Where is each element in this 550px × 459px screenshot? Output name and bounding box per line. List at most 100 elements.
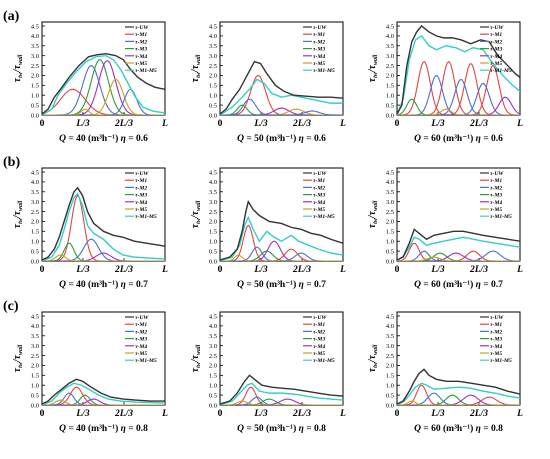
x-tick-label: 0 xyxy=(218,265,223,275)
y-axis-label: τtw/τwall xyxy=(12,54,24,82)
y-tick-label: 0.0 xyxy=(31,112,39,119)
series-m1-line xyxy=(397,250,520,261)
y-tick-label: 0.5 xyxy=(209,248,217,255)
y-tick-label: 3.5 xyxy=(386,333,394,340)
y-tick-label: 3.5 xyxy=(31,333,39,340)
row-label-0: (a) xyxy=(3,9,20,24)
y-tick-label: 4.0 xyxy=(386,33,394,40)
series-m2-line xyxy=(42,88,165,115)
series-m1-line xyxy=(220,74,343,115)
x-tick-label: 2L/3 xyxy=(469,265,488,275)
panel-4: 0.0 0.5 1.0 1.5 2.0 2.5 3.0 3.5 4.0 4.5 0 L/3 2L/3 Lτ… xyxy=(12,167,168,290)
legend-entry: τ-M3 xyxy=(313,47,325,53)
y-tick-label: 1.5 xyxy=(31,83,39,90)
series-uw-line xyxy=(220,374,343,405)
legend-entry: τ-M3 xyxy=(490,193,502,199)
legend-entry: τ-UW xyxy=(490,171,504,177)
y-tick-label: 0.0 xyxy=(386,112,394,119)
legend-entry: τ-M2 xyxy=(135,329,147,335)
legend-entry: τ-M5 xyxy=(490,351,502,357)
legend-entry: τ-M5 xyxy=(313,351,325,357)
legend-entry: τ-M1 xyxy=(490,322,502,328)
series-m1-line xyxy=(220,224,343,261)
y-tick-label: 0.0 xyxy=(31,402,39,409)
row-label-1: (b) xyxy=(3,155,20,170)
series-m1-m5-line xyxy=(397,236,520,261)
legend-entry: τ-M4 xyxy=(490,200,502,206)
y-tick-label: 2.5 xyxy=(31,63,39,70)
legend-entry: τ-M1-M5 xyxy=(490,214,512,220)
series-m3-line xyxy=(397,394,520,405)
series-m5-line xyxy=(220,108,343,115)
x-tick-label: L xyxy=(161,265,168,275)
x-tick-label: L/3 xyxy=(253,119,267,129)
y-axis-label: τtw/τwall xyxy=(367,200,379,228)
legend-entry: τ-M5 xyxy=(135,61,147,67)
x-tick-label: L xyxy=(516,409,523,419)
panel-caption: Q = 60 (m³h⁻¹) η = 0.7 xyxy=(414,279,503,290)
legend-entry: τ-M3 xyxy=(490,337,502,343)
y-tick-label: 4.5 xyxy=(31,23,39,30)
x-tick-label: L/3 xyxy=(430,119,444,129)
y-tick-label: 3.5 xyxy=(386,43,394,50)
legend-entry: τ-M2 xyxy=(313,185,325,191)
x-tick-label: L/3 xyxy=(430,265,444,275)
legend-entry: τ-M4 xyxy=(490,54,502,60)
series-m1-m5-line xyxy=(42,54,165,115)
panel-2: 0.0 0.5 1.0 1.5 2.0 2.5 3.0 3.5 4.0 4.5 0 L/3 2L/3 Lτ… xyxy=(190,21,346,144)
y-tick-label: 1.0 xyxy=(31,383,39,390)
y-tick-label: 4.0 xyxy=(31,323,39,330)
y-tick-label: 4.0 xyxy=(31,33,39,40)
y-axis-label: τtw/τwall xyxy=(12,200,24,228)
y-tick-label: 0.5 xyxy=(31,248,39,255)
legend-entry: τ-M2 xyxy=(490,185,502,191)
y-tick-label: 0.5 xyxy=(386,102,394,109)
legend-entry: τ-UW xyxy=(313,171,327,177)
y-axis-label: τtw/τwall xyxy=(190,344,202,372)
x-tick-label: 0 xyxy=(218,409,223,419)
legend-entry: τ-M4 xyxy=(313,344,325,350)
legend-entry: τ-UW xyxy=(313,25,327,31)
series-m4-line xyxy=(397,252,520,261)
legend-entry: τ-UW xyxy=(490,315,504,321)
series-m3-line xyxy=(42,242,165,261)
y-tick-label: 4.5 xyxy=(209,23,217,30)
y-tick-label: 0.5 xyxy=(386,248,394,255)
panel-caption: Q = 50 (m³h⁻¹) η = 0.8 xyxy=(237,423,326,434)
y-tick-label: 2.0 xyxy=(386,73,394,80)
plot-area xyxy=(220,199,343,261)
legend-entry: τ-M1-M5 xyxy=(490,68,512,74)
y-tick-label: 1.0 xyxy=(31,93,39,100)
series-m4-line xyxy=(42,252,165,261)
legend-entry: τ-M1 xyxy=(313,322,325,328)
y-tick-label: 2.0 xyxy=(386,219,394,226)
series-uw-line xyxy=(42,52,165,115)
panel-1: 0.0 0.5 1.0 1.5 2.0 2.5 3.0 3.5 4.0 4.5 0 L/3 2L/3 Lτ… xyxy=(12,21,168,144)
y-tick-label: 1.5 xyxy=(209,83,217,90)
x-tick-label: 0 xyxy=(395,119,400,129)
legend-entry: τ-M3 xyxy=(135,47,147,53)
series-m2-line xyxy=(397,250,520,261)
series-m1-line xyxy=(397,396,520,405)
legend-entry: τ-UW xyxy=(135,25,149,31)
y-tick-label: 0.5 xyxy=(31,392,39,399)
series-m3-line xyxy=(397,252,520,261)
y-tick-label: 4.5 xyxy=(31,313,39,320)
x-tick-label: L xyxy=(516,119,523,129)
panel-3: 0.0 0.5 1.0 1.5 2.0 2.5 3.0 3.5 4.0 4.5 0 L/3 2L/3 Lτ… xyxy=(367,21,523,144)
legend-entry: τ-M2 xyxy=(490,329,502,335)
plot-area xyxy=(397,228,520,261)
x-tick-label: 2L/3 xyxy=(292,409,311,419)
series-m4-line xyxy=(220,107,343,115)
y-tick-label: 4.0 xyxy=(209,33,217,40)
y-tick-label: 0.0 xyxy=(31,258,39,265)
y-tick-label: 1.5 xyxy=(386,373,394,380)
series-m1-line xyxy=(397,60,520,115)
y-tick-label: 1.0 xyxy=(209,93,217,100)
series-uw-line xyxy=(42,186,165,261)
x-tick-label: 0 xyxy=(40,119,45,129)
y-tick-label: 1.5 xyxy=(209,229,217,236)
legend-entry: τ-M1-M5 xyxy=(313,68,335,74)
legend-entry: τ-UW xyxy=(313,315,327,321)
series-m2-line xyxy=(397,250,520,261)
